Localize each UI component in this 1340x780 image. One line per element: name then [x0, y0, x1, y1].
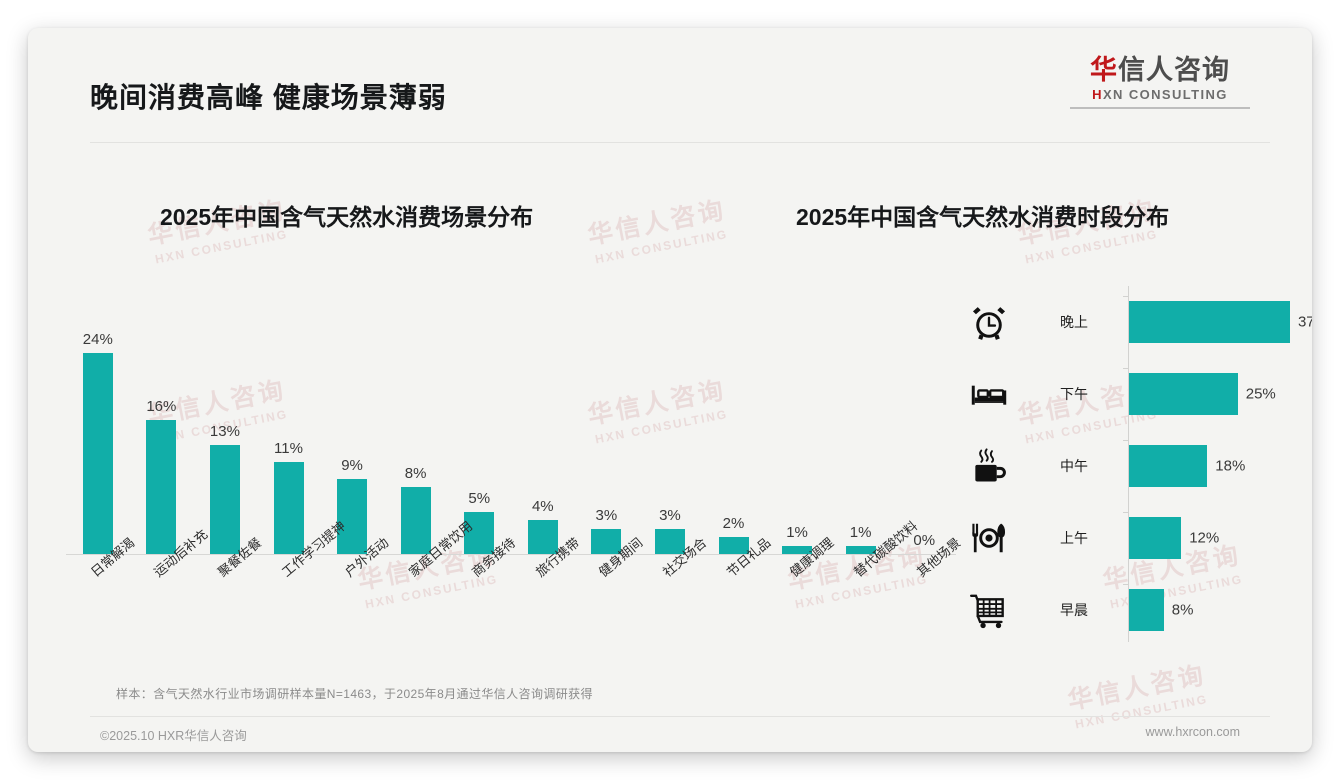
watermark-english: HXN CONSULTING: [153, 226, 290, 267]
list-item: 中午 18%: [956, 436, 1302, 496]
table-row: 9%: [337, 278, 368, 554]
logo-chinese-text: 华信人咨询: [1070, 56, 1250, 84]
logo-underline: [1070, 107, 1250, 110]
table-row: 0%: [909, 278, 939, 554]
table-row: 8%: [400, 278, 431, 554]
bar-value-label: 8%: [404, 464, 427, 482]
right-chart-axis-line: [1128, 286, 1129, 642]
list-item: 早晨 8%: [956, 580, 1302, 640]
bar-row[interactable]: [1129, 589, 1164, 631]
header-divider: [90, 142, 1270, 143]
time-slot-distribution-chart: 晚上 37% 下午 25% 中午 18% 上午 12% 早晨 8%: [956, 278, 1312, 678]
bed-icon: [970, 375, 1008, 413]
slide-header: 晚间消费高峰 健康场景薄弱 华信人咨询 HXN CONSULTING: [28, 28, 1312, 143]
left-chart-baseline: [66, 554, 956, 555]
bar-value-label: 18%: [1215, 457, 1246, 475]
table-row: 4%: [527, 278, 558, 554]
bar-value-label: 0%: [913, 532, 936, 549]
table-row: 2%: [718, 278, 749, 554]
table-row: 3%: [591, 278, 622, 554]
bar-value-label: 1%: [849, 523, 872, 541]
bar-row[interactable]: [1129, 517, 1182, 559]
dining-plate-icon: [970, 519, 1008, 557]
brand-logo: 华信人咨询 HXN CONSULTING: [1070, 56, 1250, 110]
table-row: 3%: [654, 278, 685, 554]
bar-value-label: 24%: [82, 330, 113, 348]
bar-value-label: 9%: [341, 456, 363, 474]
bar-value-label: 2%: [722, 515, 745, 533]
footer-divider: [90, 716, 1270, 717]
axis-tick: [1123, 512, 1129, 513]
table-row: 5%: [464, 278, 495, 554]
table-row: 11%: [273, 278, 304, 554]
bar-column[interactable]: [718, 537, 749, 554]
bar-column[interactable]: [273, 461, 304, 554]
bar-row[interactable]: [1129, 445, 1208, 487]
bar-column[interactable]: [82, 352, 113, 554]
bar-column[interactable]: [591, 528, 622, 554]
logo-english-rest: XN CONSULTING: [1102, 87, 1228, 103]
left-chart-title: 2025年中国含气天然水消费场景分布: [160, 204, 534, 230]
table-row: 1%: [782, 278, 813, 554]
bar-column[interactable]: [146, 419, 177, 554]
bar-column[interactable]: [400, 486, 431, 554]
copyright-text: ©2025.10 HXR华信人咨询: [100, 729, 247, 743]
logo-chinese-red: 华: [1090, 55, 1118, 85]
bar-column[interactable]: [464, 512, 495, 554]
bar-category-label: 下午: [1060, 386, 1088, 402]
bar-category-label: 晚上: [1060, 314, 1088, 330]
bar-column[interactable]: [845, 545, 876, 554]
slide-canvas: 晚间消费高峰 健康场景薄弱 华信人咨询 HXN CONSULTING 华信人咨询…: [28, 28, 1312, 752]
table-row: 1%: [845, 278, 876, 554]
bar-value-label: 8%: [1171, 601, 1194, 619]
bar-value-label: 12%: [1189, 529, 1220, 547]
list-item: 晚上 37%: [956, 292, 1312, 352]
sample-footnote: 样本：含气天然水行业市场调研样本量N=1463，于2025年8月通过华信人咨询调…: [116, 687, 593, 701]
list-item: 下午 25%: [956, 364, 1302, 424]
bar-value-label: 13%: [209, 423, 240, 440]
axis-tick: [1123, 440, 1129, 441]
axis-tick: [1123, 296, 1129, 297]
bar-category-label: 中午: [1060, 458, 1088, 474]
coffee-mug-icon: [970, 447, 1008, 485]
right-chart-title: 2025年中国含气天然水消费时段分布: [796, 204, 1170, 230]
watermark-english: HXN CONSULTING: [1023, 226, 1160, 267]
logo-english-red: H: [1092, 87, 1103, 103]
bar-value-label: 3%: [659, 506, 681, 524]
bar-column[interactable]: [337, 478, 368, 554]
bar-value-label: 25%: [1245, 385, 1276, 403]
bar-column[interactable]: [654, 528, 685, 554]
watermark-chinese: 华信人咨询: [585, 196, 729, 251]
bar-column[interactable]: [527, 520, 558, 554]
bar-value-label: 5%: [468, 490, 491, 508]
logo-english-text: HXN CONSULTING: [1070, 87, 1250, 102]
bar-value-label: 11%: [274, 439, 303, 457]
watermark: 华信人咨询 HXN CONSULTING: [584, 190, 731, 267]
bar-value-label: 4%: [531, 498, 554, 516]
bar-category-label: 早晨: [1060, 602, 1088, 618]
table-row: 16%: [146, 278, 176, 554]
bar-value-label: 3%: [595, 506, 618, 524]
table-row: 13%: [210, 278, 240, 554]
scenario-distribution-chart: 24% 16% 13% 11% 9% 8% 5% 4% 3% 3% 2% 1% 1% 0% 日常解渴 运动后…: [48, 278, 964, 678]
watermark-english: HXN CONSULTING: [593, 226, 730, 267]
alarm-clock-icon: [970, 303, 1008, 341]
left-chart-plot-area: 24% 16% 13% 11% 9% 8% 5% 4% 3% 3% 2% 1% 1% 0%: [66, 278, 956, 554]
logo-chinese-rest: 信人咨询: [1118, 55, 1230, 85]
bar-value-label: 37%: [1297, 313, 1312, 331]
bar-value-label: 16%: [146, 397, 177, 415]
bar-value-label: 1%: [786, 523, 808, 541]
page-title: 晚间消费高峰 健康场景薄弱: [90, 82, 447, 113]
bar-row[interactable]: [1129, 301, 1290, 343]
bar-column[interactable]: [209, 445, 240, 554]
table-row: 24%: [83, 278, 113, 554]
bar-column[interactable]: [782, 545, 813, 554]
axis-tick: [1123, 584, 1129, 585]
axis-tick: [1123, 368, 1129, 369]
list-item: 上午 12%: [956, 508, 1302, 568]
bar-row[interactable]: [1129, 373, 1238, 415]
shopping-cart-icon: [970, 591, 1008, 629]
website-link[interactable]: www.hxrcon.com: [1145, 725, 1240, 739]
bar-category-label: 上午: [1060, 530, 1088, 546]
